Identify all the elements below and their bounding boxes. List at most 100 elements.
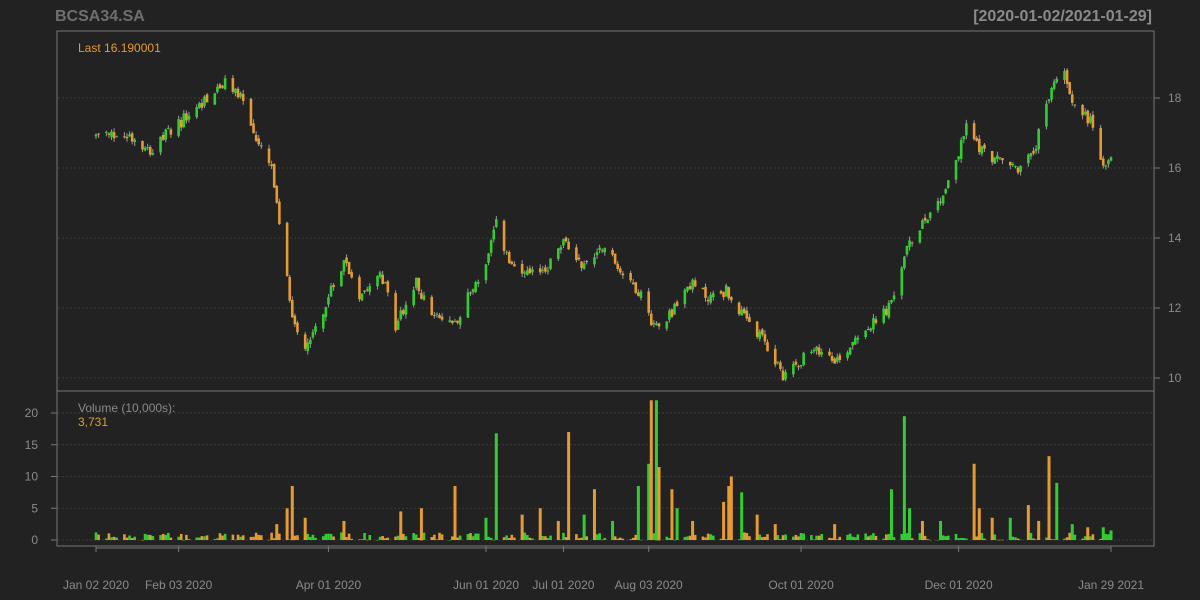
volume-bar: [706, 533, 710, 540]
candle-body: [179, 120, 183, 128]
candle-body: [275, 185, 279, 203]
volume-bar: [613, 536, 617, 540]
volume-bar: [161, 533, 165, 540]
candle-body: [900, 267, 904, 296]
candle-body: [856, 337, 860, 340]
volume-bar: [1063, 538, 1066, 540]
volume-spike-bar: [484, 517, 488, 540]
volume-spike-bar: [538, 508, 542, 540]
volume-bar: [959, 537, 963, 540]
candle-body: [332, 285, 335, 288]
candle-body: [161, 134, 165, 140]
volume-bar: [107, 533, 111, 540]
candle-body: [167, 128, 170, 130]
volume-bar: [794, 534, 798, 540]
candle-body: [854, 337, 857, 345]
volume-spike-bar: [290, 486, 294, 540]
volume-bar: [332, 536, 335, 540]
volume-bar: [474, 533, 477, 540]
candle-body: [833, 358, 836, 364]
candle-body: [296, 322, 299, 333]
candle-body: [544, 267, 547, 272]
volume-bar: [471, 536, 475, 540]
volume-bar: [203, 536, 206, 540]
candle-body: [520, 263, 524, 274]
candle-body: [882, 308, 886, 323]
volume-bar: [523, 532, 527, 540]
candle-body: [959, 139, 963, 159]
volume-spike-bar: [755, 514, 759, 540]
volume-bar: [422, 532, 426, 540]
candle-body: [505, 251, 508, 253]
volume-bar: [673, 539, 676, 541]
volume-spike-bar: [1055, 482, 1059, 540]
volume-bar: [329, 533, 333, 540]
volume-spike-bar: [556, 520, 560, 540]
candle-body: [954, 160, 958, 180]
volume-bar: [324, 533, 328, 540]
candle-body: [143, 147, 147, 151]
candle-body: [748, 317, 751, 323]
candle-body: [779, 362, 782, 369]
volume-bar: [1014, 537, 1017, 540]
volume-bar: [559, 539, 563, 541]
volume-spike-bar: [567, 432, 571, 540]
volume-bar: [487, 536, 490, 540]
candle-body: [792, 363, 795, 375]
volume-bar: [1034, 539, 1038, 540]
volume-bar: [365, 539, 369, 541]
candle-body: [998, 157, 1002, 159]
candle-body: [996, 155, 999, 159]
candle-body: [151, 153, 155, 155]
candle-body: [507, 252, 511, 263]
candle-body: [376, 276, 379, 287]
candle-body: [110, 131, 113, 137]
volume-bar: [151, 536, 155, 540]
candle-body: [815, 346, 818, 351]
volume-bar: [164, 534, 168, 540]
volume-bar: [848, 533, 852, 540]
volume-bar: [528, 537, 532, 540]
volume-bar: [600, 539, 604, 541]
candle-body: [962, 136, 966, 140]
volume-bar: [358, 539, 361, 540]
volume-spike-bar: [1026, 505, 1030, 540]
candle-body: [487, 253, 490, 263]
candle-body: [1029, 152, 1033, 157]
candle-body: [1027, 154, 1030, 164]
volume-bar: [815, 535, 818, 540]
candle-body: [977, 138, 981, 153]
candle-body: [941, 195, 945, 204]
candle-body: [1107, 160, 1110, 165]
volume-bar: [941, 535, 945, 540]
candle-body: [1083, 111, 1087, 115]
volume-bar: [125, 537, 129, 540]
volume-bar: [278, 533, 281, 540]
candle-body: [1068, 82, 1071, 94]
volume-bar: [105, 538, 108, 540]
volume-bar: [97, 534, 100, 540]
candle-body: [885, 308, 888, 315]
chart-title-symbol: BCSA34.SA: [55, 8, 145, 25]
volume-bar: [810, 535, 813, 540]
volume-bar: [686, 536, 689, 540]
candle-body: [1089, 116, 1092, 123]
candle-body: [469, 292, 472, 294]
candle-body: [453, 321, 457, 323]
volume-bar: [435, 539, 439, 540]
candle-body: [270, 164, 273, 167]
candle-body: [593, 257, 596, 265]
volume-bar: [1104, 534, 1108, 540]
volume-spike-bar: [691, 520, 695, 540]
candle-body: [1016, 167, 1020, 173]
volume-spike-bar: [494, 433, 498, 540]
volume-bar: [306, 533, 310, 540]
candle-body: [435, 313, 439, 315]
volume-bar: [688, 535, 692, 540]
volume-bar: [631, 537, 635, 540]
volume-bars: [94, 400, 1113, 541]
candle-body: [564, 237, 568, 242]
volume-bar: [288, 539, 292, 541]
volume-bar: [169, 537, 173, 540]
candle-body: [342, 260, 346, 272]
